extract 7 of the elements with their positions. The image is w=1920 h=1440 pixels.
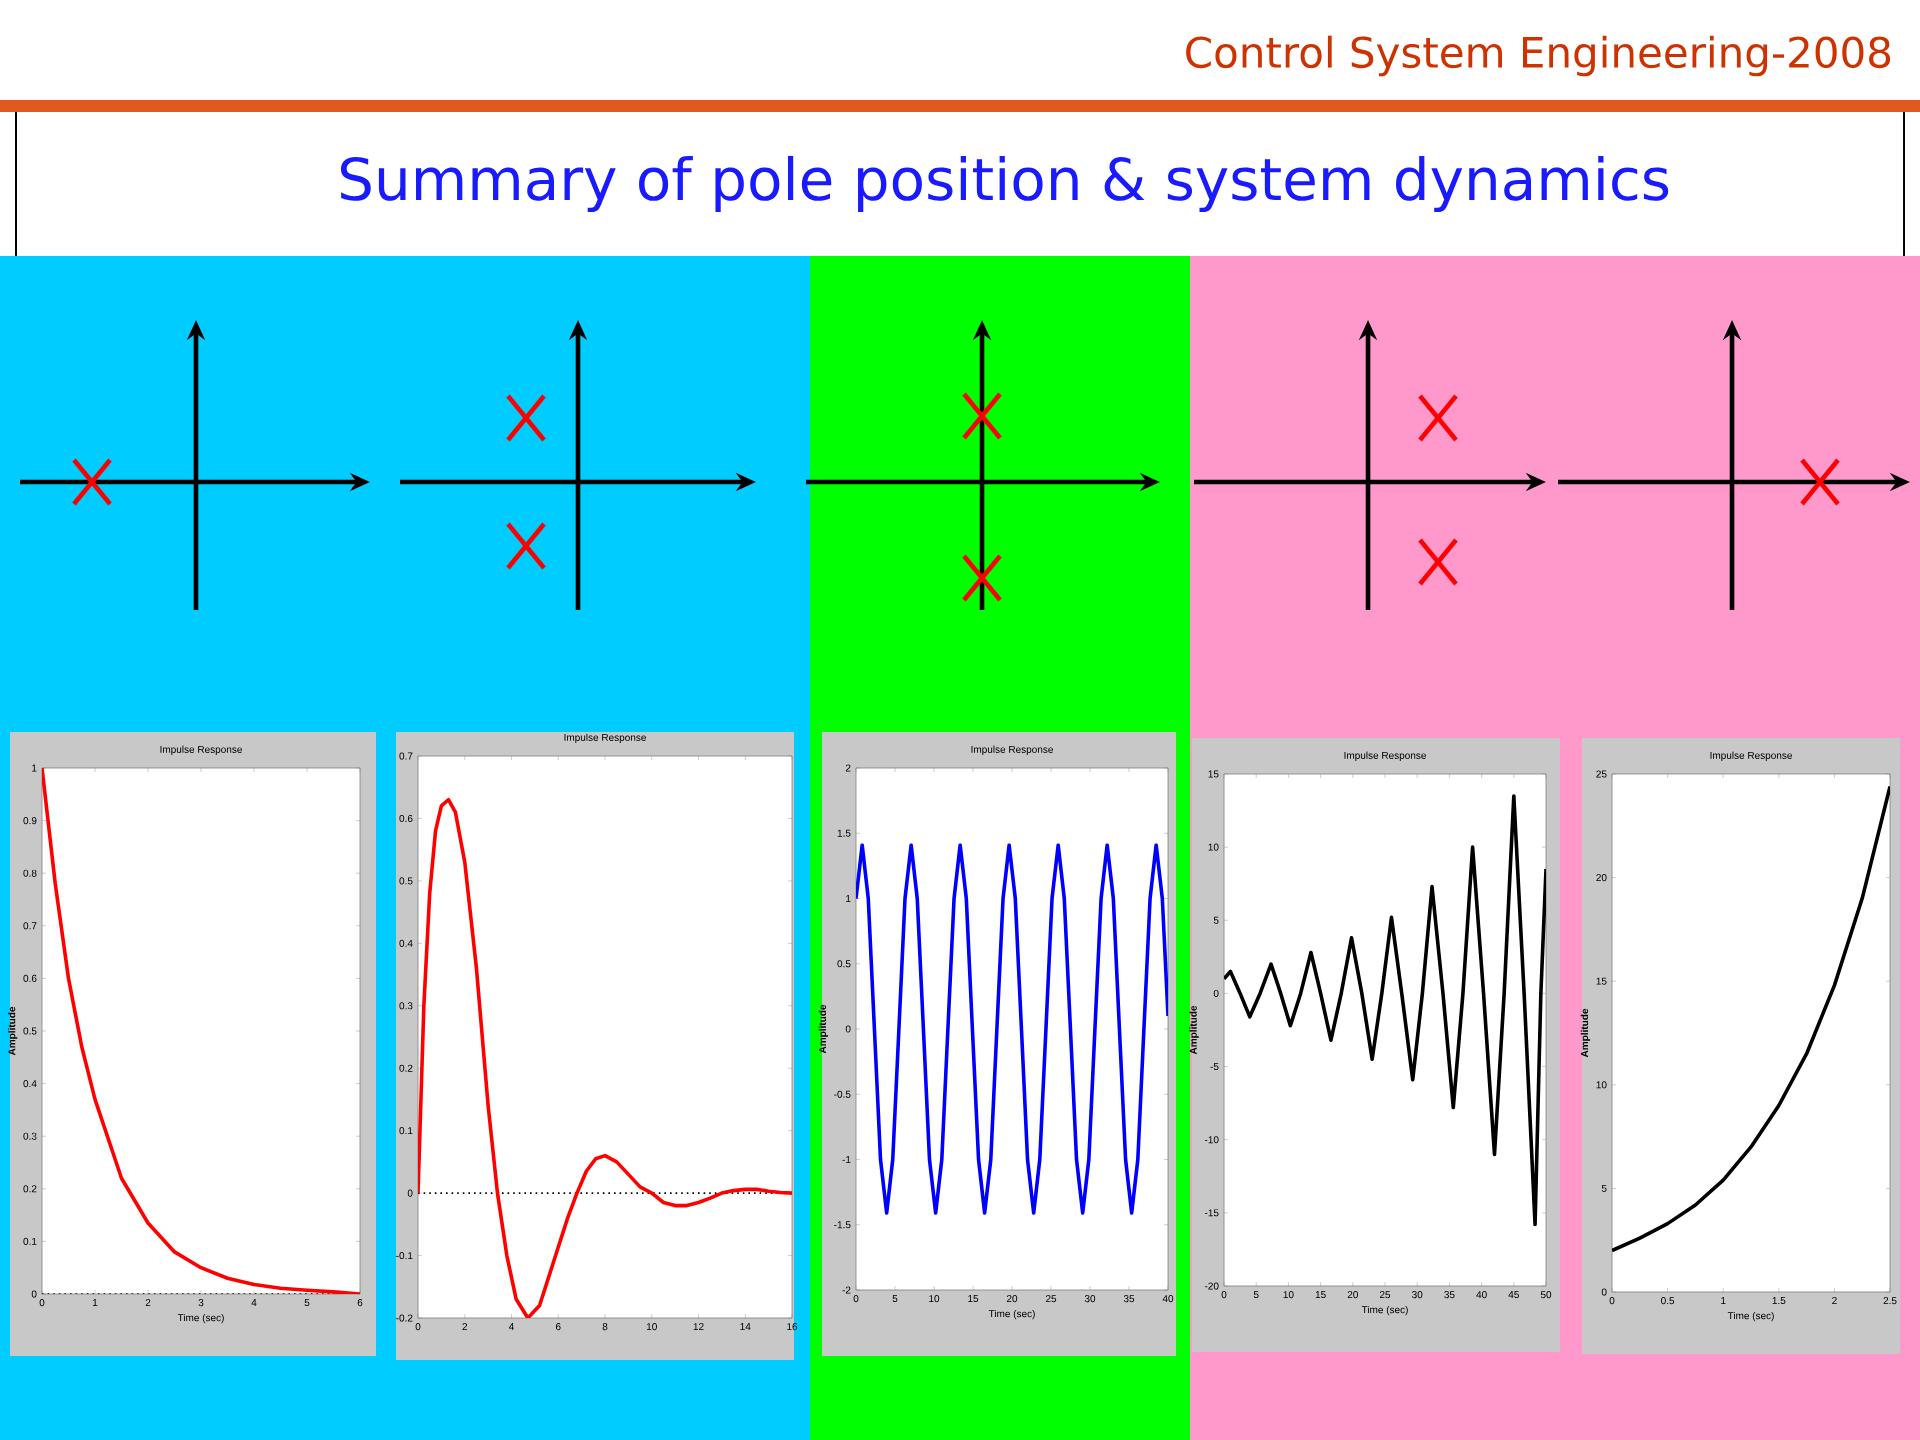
line-series [418, 797, 793, 1318]
line-series [856, 843, 1169, 1215]
line-series [1224, 794, 1547, 1227]
text: Control System Engineering-2008 [1186, 35, 1891, 77]
line-series [42, 767, 360, 1294]
text: Summary of pole position & system dynamics [340, 155, 1669, 213]
line-series [1612, 784, 1891, 1253]
